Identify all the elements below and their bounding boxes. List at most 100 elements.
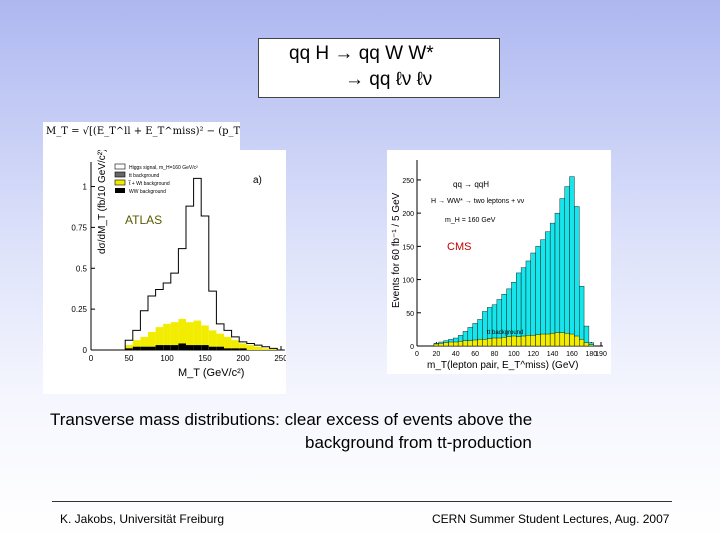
atlas-ylabel: dσ/dM_T (fb/10 GeV/c²) bbox=[97, 150, 108, 254]
transverse-mass-formula: M_T = √[(E_T^ll + E_T^miss)² − (p_T^ll +… bbox=[43, 122, 240, 152]
atlas-tt-bar bbox=[155, 327, 164, 350]
cms-y-tick-label: 150 bbox=[402, 244, 414, 251]
atlas-tt-bar bbox=[208, 330, 217, 350]
atlas-ww-bar bbox=[140, 346, 148, 350]
atlas-histogram: dσ/dM_T (fb/10 GeV/c²) 1 0.75 0.5 0.25 0 0 50… bbox=[71, 149, 288, 379]
cms-signal-bar bbox=[549, 222, 556, 347]
cms-y-tick-label: 100 bbox=[402, 278, 414, 285]
cms-bkg-bar bbox=[487, 338, 493, 347]
cms-bkg-bar bbox=[583, 342, 590, 347]
title-line-2: → qq ℓν ℓν bbox=[345, 69, 433, 90]
cms-bkg-bar bbox=[443, 342, 449, 347]
atlas-y-tick-label: 0.75 bbox=[71, 223, 87, 232]
cms-bkg-bar bbox=[530, 335, 536, 347]
atlas-tt-bar bbox=[239, 343, 247, 350]
cms-bkg-bar bbox=[453, 341, 459, 347]
atlas-ww-bar bbox=[216, 346, 224, 350]
cms-x-tick-label: 80 bbox=[491, 351, 499, 358]
atlas-ww-bar bbox=[125, 348, 133, 350]
atlas-x-tick-label: 0 bbox=[89, 354, 94, 363]
cms-bkg-bar bbox=[549, 333, 556, 347]
cms-signal-bar bbox=[579, 286, 585, 347]
caption-line-1: Transverse mass distributions: clear exc… bbox=[50, 410, 533, 429]
cms-histogram: Events for 60 fb⁻¹ / 5 GeV 0 50 100 150 200 2… bbox=[391, 160, 607, 371]
cms-bkg-bar bbox=[579, 339, 585, 347]
cms-bkg-bar bbox=[467, 340, 473, 347]
atlas-x-tick-label: 50 bbox=[125, 354, 134, 363]
cms-y-tick-label: 50 bbox=[406, 311, 414, 318]
legend-signal: Higgs signal, m_H=160 GeV/c² bbox=[129, 165, 198, 171]
cms-process: qq → qqH bbox=[453, 180, 489, 189]
atlas-tt-bar bbox=[193, 320, 202, 350]
cms-bkg-bar bbox=[438, 343, 444, 347]
atlas-tt-bar bbox=[254, 346, 262, 350]
atlas-y-tick-label: 0.25 bbox=[71, 305, 87, 314]
atlas-ww-bar bbox=[201, 345, 209, 350]
atlas-tt-bar bbox=[163, 323, 171, 350]
cms-signal-bar bbox=[540, 239, 546, 347]
cms-bkg-bar bbox=[535, 334, 541, 347]
cms-bkg-bar bbox=[554, 332, 561, 347]
atlas-ww-bar bbox=[170, 345, 179, 350]
atlas-ww-bar bbox=[208, 346, 217, 350]
atlas-tt-bar bbox=[224, 336, 232, 350]
caption-line-2: background from tt-production bbox=[305, 433, 532, 452]
cms-bkg-bar bbox=[501, 337, 507, 347]
atlas-panel-label: a) bbox=[253, 175, 262, 186]
atlas-y-tick-label: 1 bbox=[83, 183, 88, 192]
cms-signal-bar bbox=[574, 206, 580, 347]
cms-x-tick-label: 60 bbox=[471, 351, 479, 358]
cms-signal-bar bbox=[530, 252, 536, 347]
atlas-x-tick-label: 150 bbox=[198, 354, 212, 363]
atlas-x-tick-label: 100 bbox=[160, 354, 174, 363]
cms-bkg-bar bbox=[574, 335, 580, 347]
cms-bkg-bar bbox=[520, 335, 527, 347]
cms-y-tick-label: 0 bbox=[410, 344, 414, 351]
legend-tw: t̅ + Wt background bbox=[128, 180, 170, 187]
title-line-1: qq H → qq W W* bbox=[289, 43, 434, 64]
cms-mass: m_H = 160 GeV bbox=[445, 217, 496, 224]
cms-y-tick-label: 200 bbox=[402, 211, 414, 218]
cms-bkg-bar bbox=[482, 339, 488, 347]
atlas-tt-bar bbox=[186, 322, 194, 350]
cms-x-tick-label: 140 bbox=[547, 351, 559, 358]
cms-signal-bar bbox=[554, 212, 561, 347]
cms-ylabel: Events for 60 fb⁻¹ / 5 GeV bbox=[391, 192, 402, 308]
atlas-ww-bar bbox=[178, 343, 186, 350]
cms-x-tick-label: 20 bbox=[432, 351, 440, 358]
cms-bkg-bar bbox=[569, 333, 575, 347]
atlas-ww-bar bbox=[224, 348, 232, 350]
atlas-ww-bar bbox=[132, 346, 141, 350]
cms-x-tick-label: 160 bbox=[566, 351, 578, 358]
cms-bkg-bar bbox=[496, 337, 502, 347]
footer-author: K. Jakobs, Universität Freiburg bbox=[60, 512, 225, 526]
atlas-tt-bar bbox=[269, 348, 278, 350]
atlas-ww-bar bbox=[155, 345, 164, 350]
atlas-y-tick-label: 0 bbox=[83, 346, 88, 355]
cms-bkg-bar bbox=[516, 336, 522, 347]
cms-bkg-bar bbox=[588, 344, 594, 347]
atlas-tt-bar bbox=[231, 340, 240, 350]
cms-signal-bar bbox=[569, 176, 575, 347]
atlas-tt-bar bbox=[201, 325, 209, 350]
atlas-ww-bar bbox=[239, 348, 247, 350]
atlas-tt-bar bbox=[246, 345, 255, 350]
atlas-tt-bar bbox=[170, 322, 179, 350]
cms-bkg-bar bbox=[540, 333, 546, 347]
cms-bkg-bar bbox=[559, 332, 565, 347]
cms-bkg-bar bbox=[433, 343, 439, 347]
cms-signal-bar bbox=[545, 231, 551, 347]
atlas-legend: Higgs signal, m_H=160 GeV/c² tt backgrou… bbox=[114, 163, 198, 195]
cms-bkg-label: tt background bbox=[487, 330, 523, 336]
legend-tt: tt background bbox=[129, 173, 160, 179]
atlas-ww-bar bbox=[163, 345, 171, 350]
cms-bkg-bar bbox=[491, 337, 498, 347]
cms-x-tick-label: 100 bbox=[508, 351, 520, 358]
cms-y-tick-label: 250 bbox=[402, 178, 414, 185]
footer-divider bbox=[52, 501, 672, 502]
atlas-experiment-label: ATLAS bbox=[125, 213, 162, 227]
atlas-tt-bar bbox=[132, 340, 141, 350]
atlas-plot-panel: dσ/dM_T (fb/10 GeV/c²) 1 0.75 0.5 0.25 0 0 50… bbox=[43, 149, 288, 394]
cms-signal-bar bbox=[559, 198, 565, 347]
cms-x-tick-label: 120 bbox=[527, 351, 539, 358]
